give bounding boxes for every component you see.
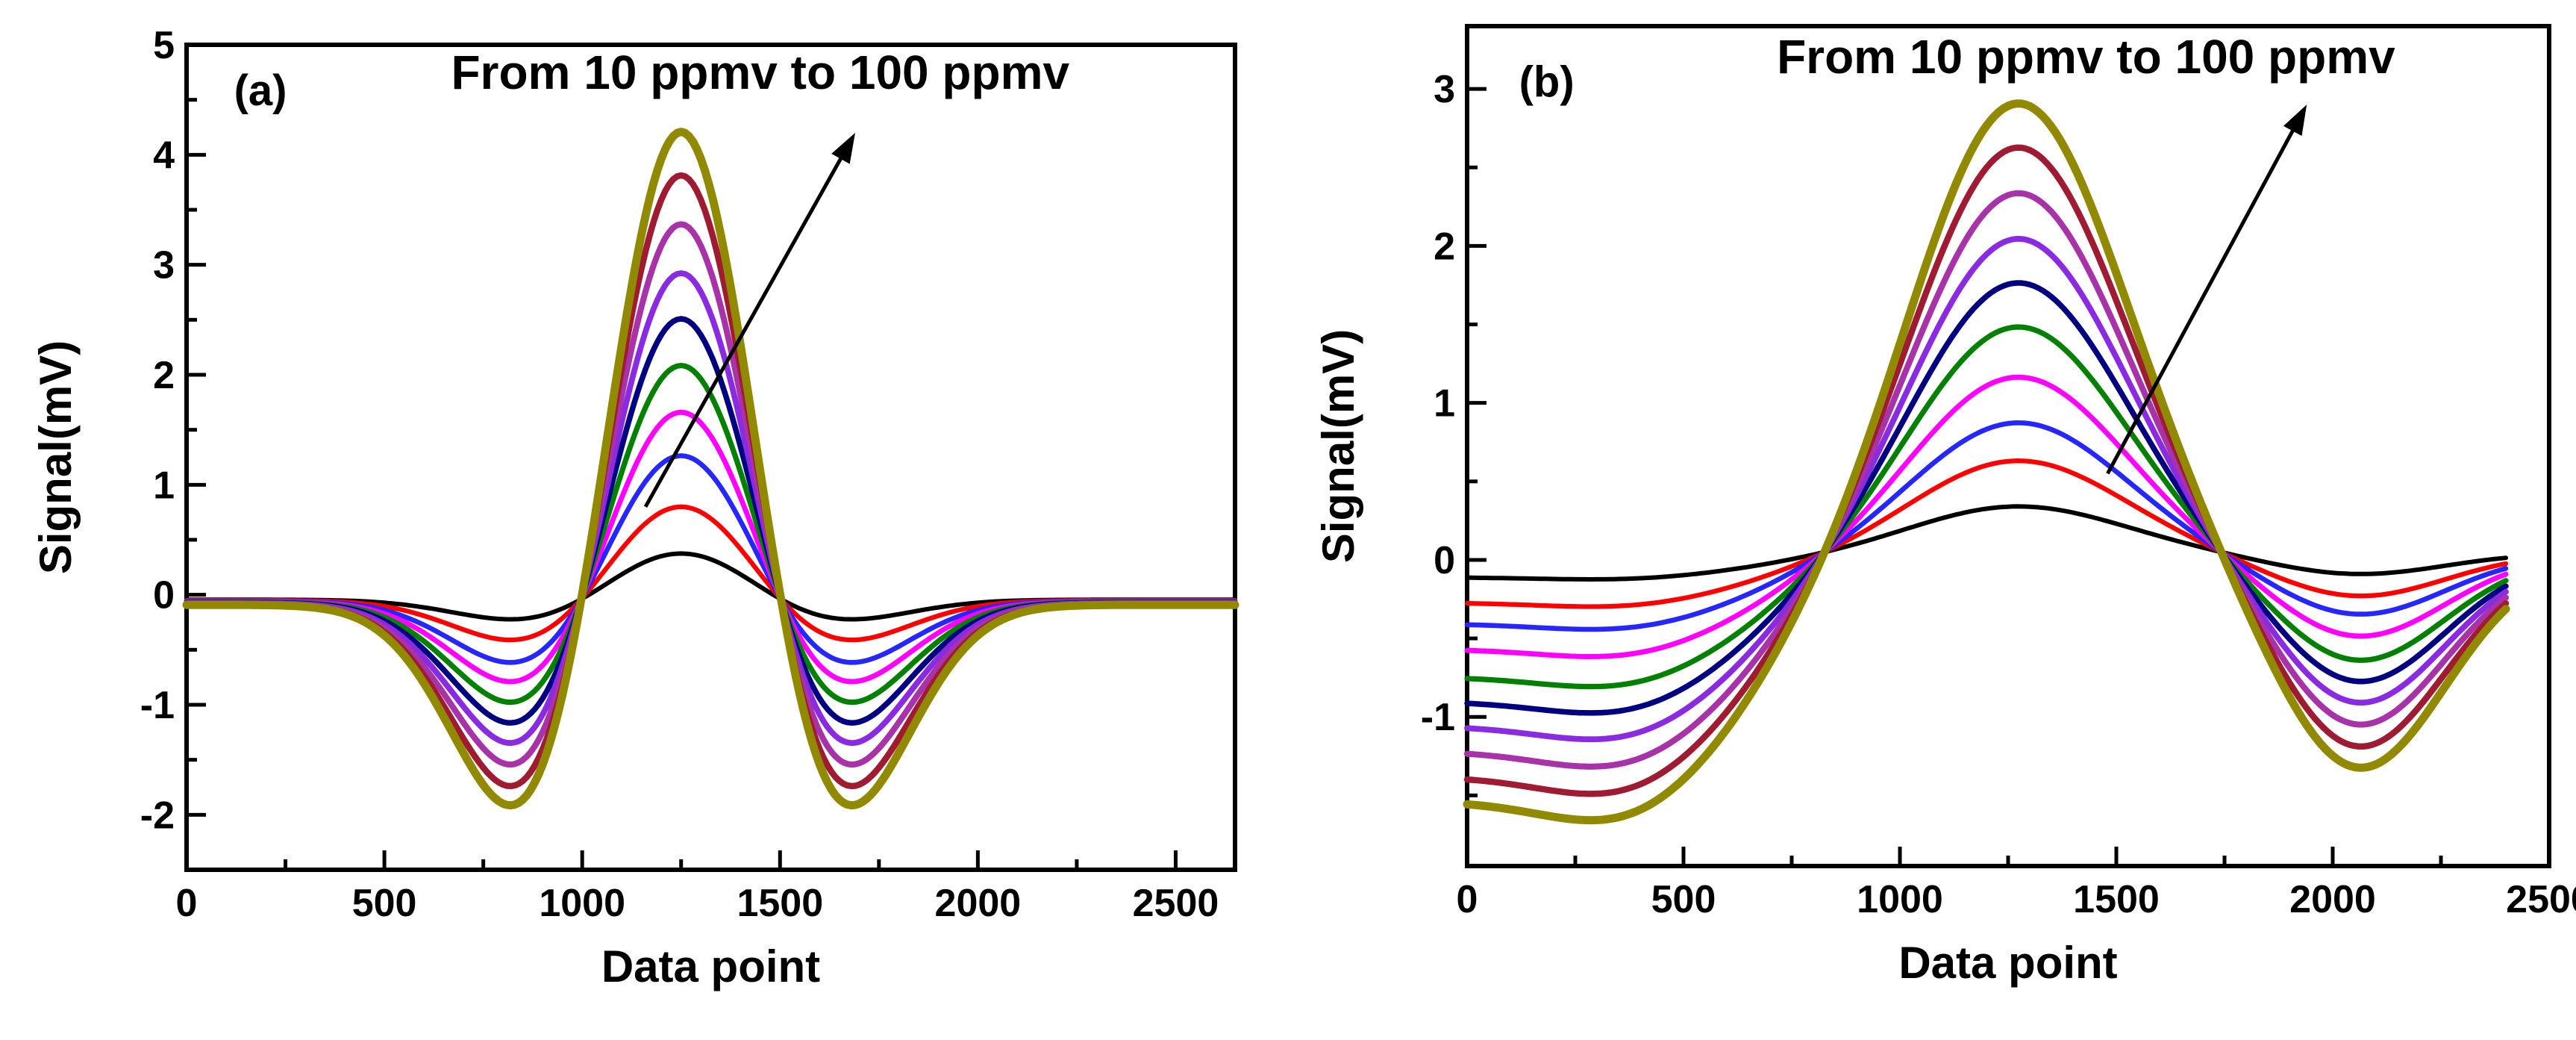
curve-90ppmv (1463, 144, 2510, 797)
x-tick-label: 2000 (935, 882, 1022, 925)
curves (1463, 99, 2510, 825)
x-tick-label: 0 (176, 882, 198, 925)
x-axis-title: Data point (601, 941, 820, 991)
chart-panel-a: 0 500 1000 1500 2000 2500 -2 -1 0 1 2 3 4 5 Data point… (31, 24, 1239, 991)
x-tick-label: 2000 (2289, 878, 2376, 921)
curve-70ppmv (1464, 236, 2509, 743)
x-tick-label: 1500 (2073, 878, 2160, 921)
curve-20ppmv (184, 504, 1238, 643)
curve-20ppmv (1464, 458, 2509, 609)
y-tick-label: 3 (1434, 68, 1455, 111)
x-tick-label: 0 (1457, 878, 1478, 921)
curve-80ppmv (183, 221, 1239, 768)
curve-30ppmv (1464, 420, 2509, 632)
curve-80ppmv (1463, 190, 2510, 770)
panel-label: (a) (234, 66, 287, 115)
y-tick-label: -1 (1421, 696, 1455, 739)
panel-label: (b) (1519, 58, 1575, 107)
annotation-text: From 10 ppmv to 100 ppmv (451, 46, 1069, 99)
y-tick-label: 1 (1434, 382, 1455, 426)
chart-svg-panel-a: 0 500 1000 1500 2000 2500 -2 -1 0 1 2 3 4 5 Data point… (31, 24, 1239, 991)
curve-40ppmv (1464, 374, 2509, 659)
annotation-text: From 10 ppmv to 100 ppmv (1777, 30, 2395, 84)
axis-ticks: 0 500 1000 1500 2000 2500 -2 -1 0 1 2 3 4 5 (140, 24, 1219, 925)
y-tick-label: 0 (153, 574, 175, 617)
chart-panel-b: 0 500 1000 1500 2000 2500 -1 0 1 2 3 Data point Sign… (1288, 0, 2576, 1040)
curve-60ppmv (1464, 280, 2509, 716)
chart-svg-panel-b: 0 500 1000 1500 2000 2500 -1 0 1 2 3 Data point Sign… (1313, 24, 2576, 988)
axis-ticks: 0 500 1000 1500 2000 2500 -1 0 1 2 3 (1421, 68, 2576, 921)
y-tick-label: 0 (1434, 539, 1455, 582)
annotation-arrowhead (831, 132, 855, 164)
curve-100ppmv (182, 128, 1239, 810)
x-tick-label: 2500 (2506, 878, 2576, 921)
annotation-arrow-shaft (643, 147, 848, 508)
y-tick-label: 3 (153, 244, 175, 287)
curves (182, 128, 1239, 810)
x-tick-label: 2500 (1133, 882, 1219, 925)
y-tick-label: -1 (140, 684, 175, 727)
plot-frame (184, 43, 1237, 872)
curve-40ppmv (184, 409, 1238, 685)
x-tick-label: 1000 (1857, 878, 1943, 921)
curve-50ppmv (1464, 324, 2509, 690)
y-axis-title: Signal(mV) (31, 340, 81, 574)
x-tick-label: 1000 (539, 882, 625, 925)
y-tick-label: 5 (153, 24, 175, 67)
x-tick-label: 500 (1651, 878, 1716, 921)
y-tick-label: 1 (153, 464, 175, 507)
y-axis-title: Signal(mV) (1313, 329, 1363, 563)
curve-50ppmv (184, 363, 1238, 706)
y-tick-label: 2 (153, 354, 175, 397)
x-tick-label: 500 (352, 882, 417, 925)
x-tick-label: 1500 (737, 882, 823, 925)
x-axis-title: Data point (1898, 938, 2117, 988)
y-tick-label: 2 (1434, 225, 1455, 268)
y-tick-label: 4 (153, 134, 175, 177)
annotation-arrow-shaft (2106, 119, 2300, 475)
curve-10ppmv (1465, 504, 2508, 582)
curve-100ppmv (1463, 99, 2510, 825)
y-tick-label: -2 (140, 794, 175, 837)
annotation-arrowhead (2283, 105, 2307, 136)
curve-70ppmv (184, 270, 1238, 747)
